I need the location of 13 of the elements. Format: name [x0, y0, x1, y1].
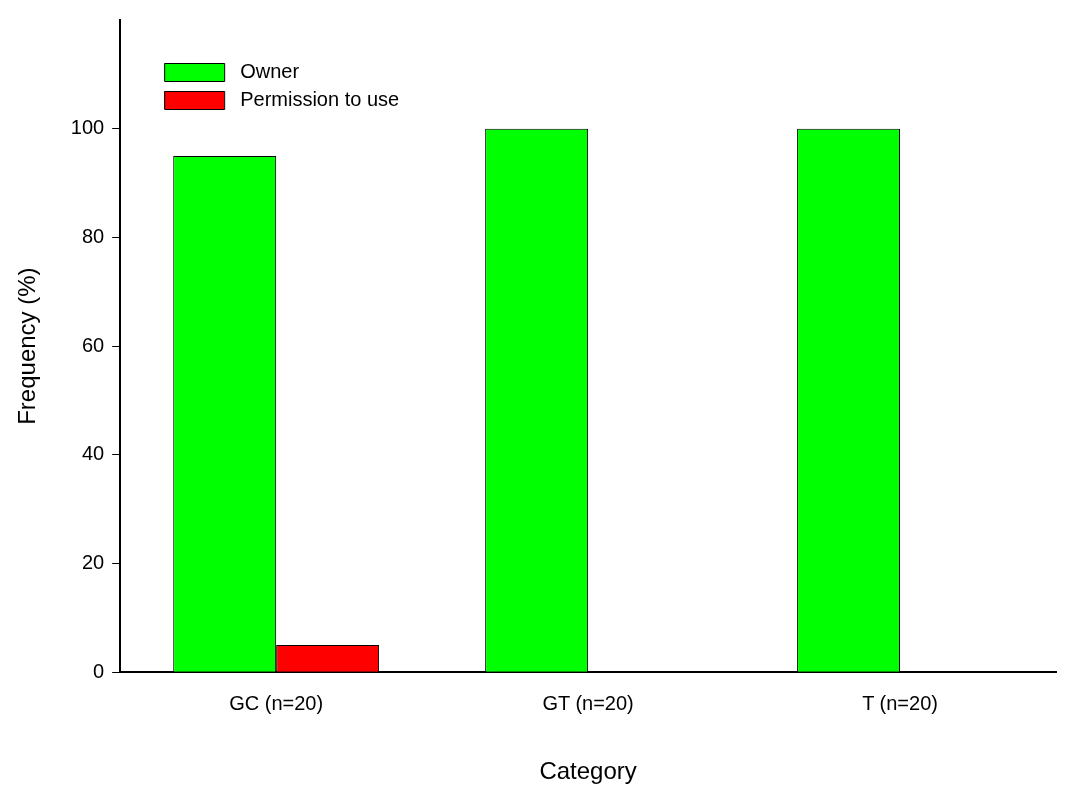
x-tick-label: T (n=20): [862, 691, 938, 714]
y-tick-label: 60: [81, 333, 105, 356]
x-tick-label: GT (n=20): [542, 691, 634, 714]
y-axis-title: Frequency (%): [13, 267, 41, 425]
y-tick-label: 100: [70, 116, 105, 139]
legend-label: Permission to use: [240, 87, 400, 110]
y-tick-label: 20: [81, 551, 105, 574]
x-tick-label: GC (n=20): [229, 691, 324, 714]
y-tick-label: 0: [93, 659, 105, 682]
x-axis-title: Category: [539, 757, 637, 785]
y-tick-label: 80: [81, 224, 105, 247]
legend-label: Owner: [240, 59, 300, 82]
y-tick-label: 40: [81, 442, 105, 465]
